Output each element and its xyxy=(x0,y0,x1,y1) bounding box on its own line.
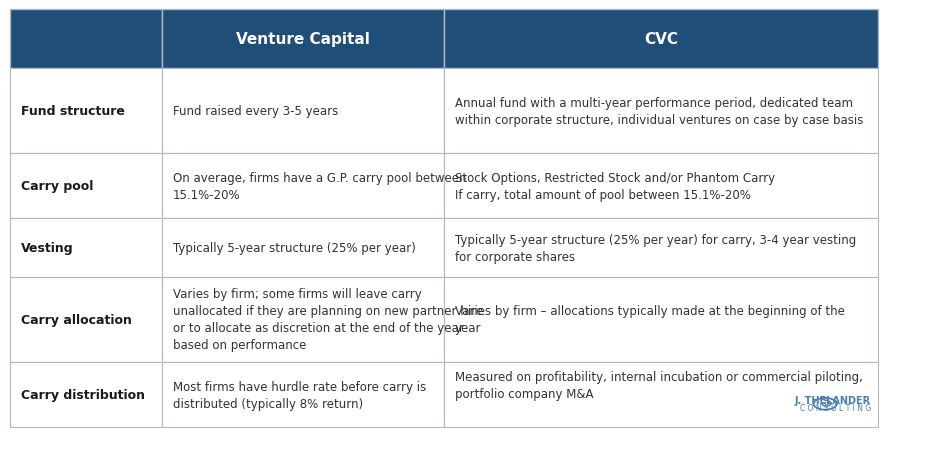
Text: Most firms have hurdle rate before carry is
distributed (typically 8% return): Most firms have hurdle rate before carry… xyxy=(173,380,426,410)
FancyBboxPatch shape xyxy=(162,10,444,69)
FancyBboxPatch shape xyxy=(10,362,162,427)
FancyBboxPatch shape xyxy=(162,69,444,154)
FancyBboxPatch shape xyxy=(444,10,878,69)
Text: On average, firms have a G.P. carry pool between
15.1%-20%: On average, firms have a G.P. carry pool… xyxy=(173,171,467,201)
FancyBboxPatch shape xyxy=(444,362,878,427)
Text: Stock Options, Restricted Stock and/or Phantom Carry
If carry, total amount of p: Stock Options, Restricted Stock and/or P… xyxy=(455,171,775,201)
Text: Annual fund with a multi-year performance period, dedicated team
within corporat: Annual fund with a multi-year performanc… xyxy=(455,97,863,126)
FancyBboxPatch shape xyxy=(444,69,878,154)
Text: Typically 5-year structure (25% per year) for carry, 3-4 year vesting
for corpor: Typically 5-year structure (25% per year… xyxy=(455,233,856,263)
Text: Fund raised every 3-5 years: Fund raised every 3-5 years xyxy=(173,105,338,118)
Text: Measured on profitability, internal incubation or commercial piloting,
portfolio: Measured on profitability, internal incu… xyxy=(455,370,863,400)
Text: Venture Capital: Venture Capital xyxy=(236,32,370,47)
FancyBboxPatch shape xyxy=(444,219,878,277)
FancyBboxPatch shape xyxy=(162,219,444,277)
FancyBboxPatch shape xyxy=(162,154,444,219)
Text: J. THELANDER: J. THELANDER xyxy=(795,395,871,405)
Text: Carry distribution: Carry distribution xyxy=(21,388,145,401)
Text: C O N S U L T I N G: C O N S U L T I N G xyxy=(800,403,871,412)
Text: Fund structure: Fund structure xyxy=(21,105,125,118)
FancyBboxPatch shape xyxy=(10,219,162,277)
FancyBboxPatch shape xyxy=(162,277,444,362)
Text: CVC: CVC xyxy=(645,32,678,47)
FancyBboxPatch shape xyxy=(10,154,162,219)
FancyBboxPatch shape xyxy=(10,69,162,154)
Text: Vesting: Vesting xyxy=(21,242,73,254)
Text: Varies by firm; some firms will leave carry
unallocated if they are planning on : Varies by firm; some firms will leave ca… xyxy=(173,288,483,352)
FancyBboxPatch shape xyxy=(10,277,162,362)
FancyBboxPatch shape xyxy=(162,362,444,427)
Text: Carry allocation: Carry allocation xyxy=(21,313,132,326)
FancyBboxPatch shape xyxy=(10,10,162,69)
Text: Carry pool: Carry pool xyxy=(21,180,93,193)
Text: Typically 5-year structure (25% per year): Typically 5-year structure (25% per year… xyxy=(173,242,416,254)
FancyBboxPatch shape xyxy=(444,154,878,219)
FancyBboxPatch shape xyxy=(444,277,878,362)
Text: Varies by firm – allocations typically made at the beginning of the
year: Varies by firm – allocations typically m… xyxy=(455,305,845,335)
